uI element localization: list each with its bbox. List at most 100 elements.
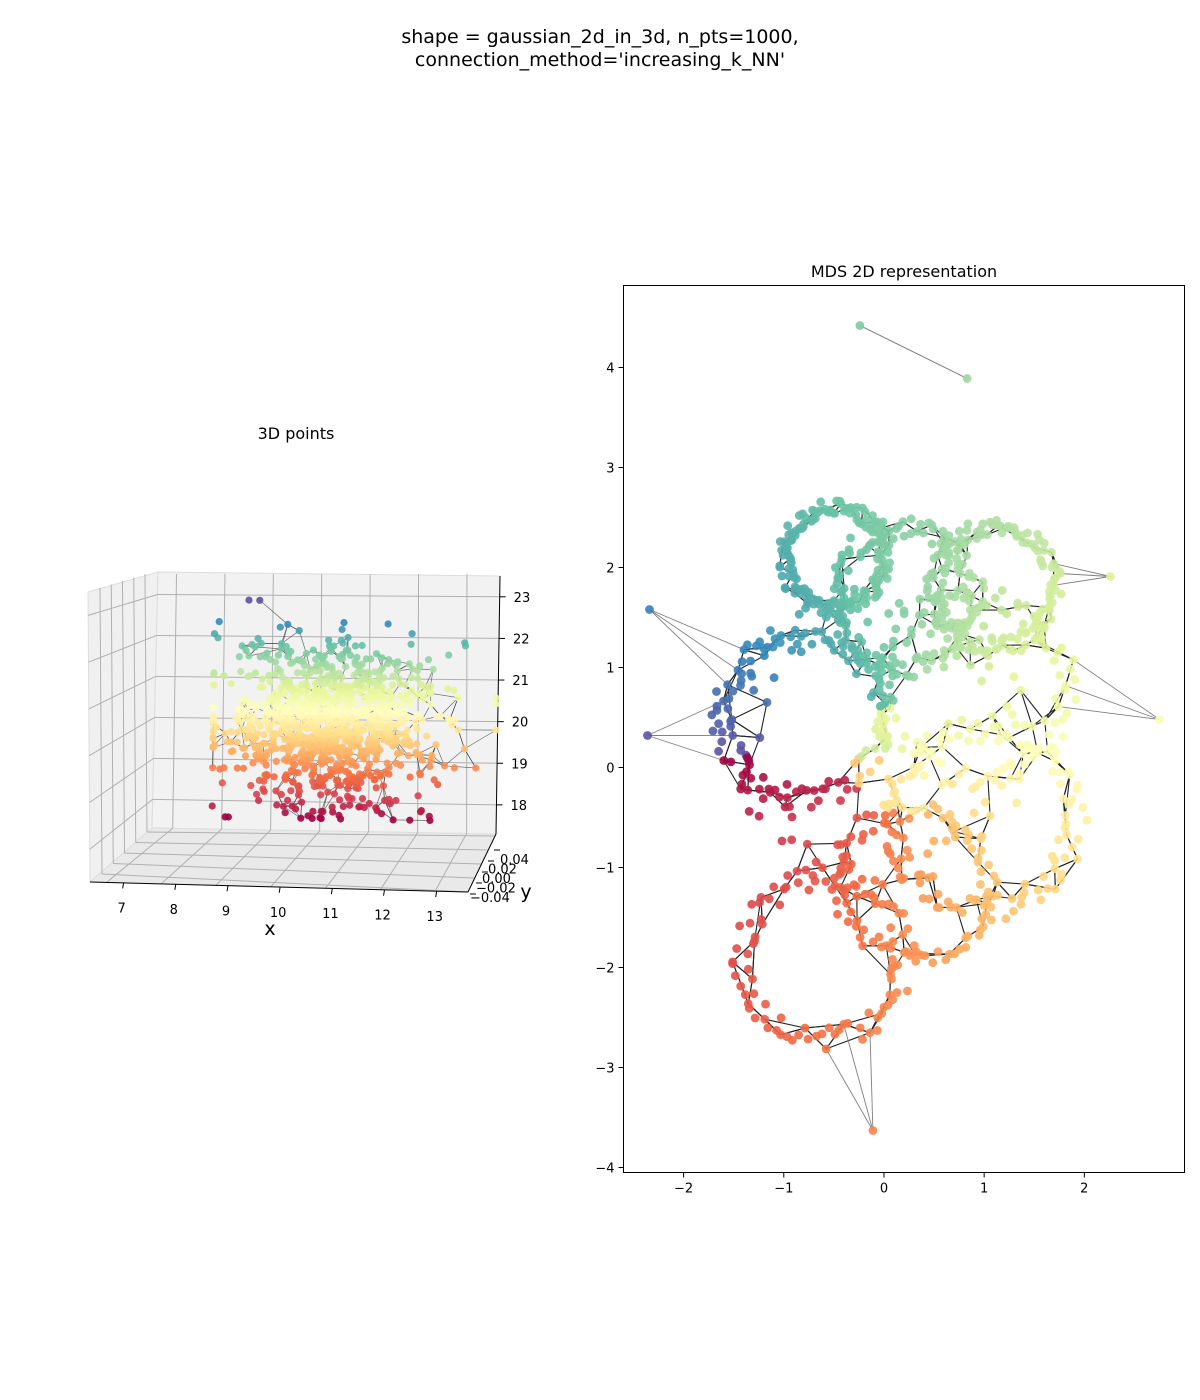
3d-x-tick-label: 8	[170, 903, 178, 918]
3d-point	[394, 658, 402, 666]
mds-edge	[862, 945, 891, 975]
mds-point	[933, 889, 943, 899]
mds-edge	[1053, 576, 1111, 586]
mds-point	[824, 1023, 834, 1033]
mds-point	[1003, 523, 1013, 533]
mds-point	[790, 625, 800, 635]
mds-edge	[825, 1048, 874, 1131]
mds-point	[762, 698, 772, 707]
mds-point	[1106, 572, 1115, 581]
3d-point	[304, 812, 312, 820]
3d-point	[385, 687, 393, 696]
mds-point	[824, 776, 834, 786]
3d-point	[330, 790, 339, 798]
mds-point	[743, 949, 753, 959]
mds-point	[885, 990, 895, 1000]
3d-z-tick-label: 22	[513, 632, 530, 647]
mds-point	[1067, 842, 1077, 852]
3d-point	[265, 671, 273, 680]
3d-point	[342, 663, 350, 671]
mds-point	[889, 789, 899, 799]
mds-edge	[869, 1032, 874, 1131]
3d-y-tick-label: −0.04	[470, 891, 510, 906]
3d-point	[327, 756, 335, 764]
mds-point	[1002, 702, 1012, 711]
3d-point	[332, 743, 341, 751]
mds-point	[832, 496, 841, 506]
3d-point	[297, 814, 305, 822]
3d-edge	[435, 744, 445, 766]
mds-edge	[804, 1023, 844, 1029]
mds-point	[743, 964, 753, 974]
mds-point	[1064, 767, 1074, 777]
mds-point	[809, 786, 819, 795]
mds-point	[892, 830, 901, 840]
mds-point	[860, 889, 870, 899]
mds-point	[1007, 894, 1017, 903]
mds-point	[972, 534, 982, 543]
mds-point	[888, 954, 897, 964]
mds-point	[894, 908, 904, 918]
mds-point	[965, 660, 975, 670]
mds-point	[937, 742, 947, 752]
3d-edge	[242, 645, 282, 650]
3d-point	[319, 707, 327, 715]
3d-edge	[281, 630, 300, 645]
3d-z-tick-label: 23	[514, 591, 531, 606]
3d-point	[235, 653, 243, 661]
3d-point	[432, 741, 440, 749]
mds-point	[1013, 634, 1022, 644]
mds-graph-edges	[647, 325, 1160, 1131]
mds-point	[909, 941, 919, 950]
mds-point	[827, 885, 837, 894]
mds-point	[859, 925, 869, 935]
mds-edge	[941, 746, 966, 769]
mds-plot-frame	[623, 285, 1185, 1173]
mds-point	[879, 818, 889, 828]
mds-point	[792, 866, 802, 876]
mds-point	[939, 662, 949, 672]
mds-point	[963, 931, 973, 941]
3d-point	[208, 802, 216, 810]
mds-point	[962, 374, 972, 383]
mds-point	[935, 734, 945, 744]
mds-edge	[731, 719, 761, 739]
3d-point	[210, 630, 219, 638]
mds-point	[1057, 870, 1066, 879]
mds-point	[1043, 884, 1053, 893]
mds-point	[855, 651, 864, 660]
mds-point	[1006, 774, 1015, 783]
mds-point	[885, 849, 895, 859]
mds-edge	[732, 734, 760, 739]
3d-x-tick-label: 12	[374, 909, 391, 924]
3d-x-axis-line	[89, 881, 469, 893]
mds-point	[1058, 794, 1068, 804]
mds-y-tick-label: 4	[606, 362, 614, 377]
mds-point	[927, 539, 937, 549]
3d-point	[209, 713, 217, 722]
mds-point	[737, 779, 747, 789]
mds-point	[915, 878, 925, 888]
mds-point	[775, 537, 785, 546]
mds-edge	[1060, 573, 1111, 577]
3d-point	[405, 660, 413, 668]
3d-point	[256, 683, 264, 691]
mds-y-tick-label: 0	[606, 762, 614, 777]
3d-point	[209, 704, 218, 712]
mds-point	[764, 894, 774, 904]
mds-point	[990, 593, 1000, 603]
3d-point	[241, 752, 250, 760]
3d-point	[288, 802, 296, 810]
3d-point	[220, 764, 228, 772]
mds-point	[728, 959, 737, 968]
mds-point	[888, 937, 898, 946]
mds-point	[977, 600, 987, 610]
3d-point	[407, 640, 415, 648]
mds-point	[1019, 887, 1029, 897]
mds-point	[719, 756, 729, 765]
3d-point	[274, 651, 282, 659]
mds-point	[878, 653, 887, 662]
mds-point	[885, 680, 894, 690]
mds-x-tick-label: −1	[774, 1182, 793, 1197]
3d-point	[317, 807, 325, 815]
